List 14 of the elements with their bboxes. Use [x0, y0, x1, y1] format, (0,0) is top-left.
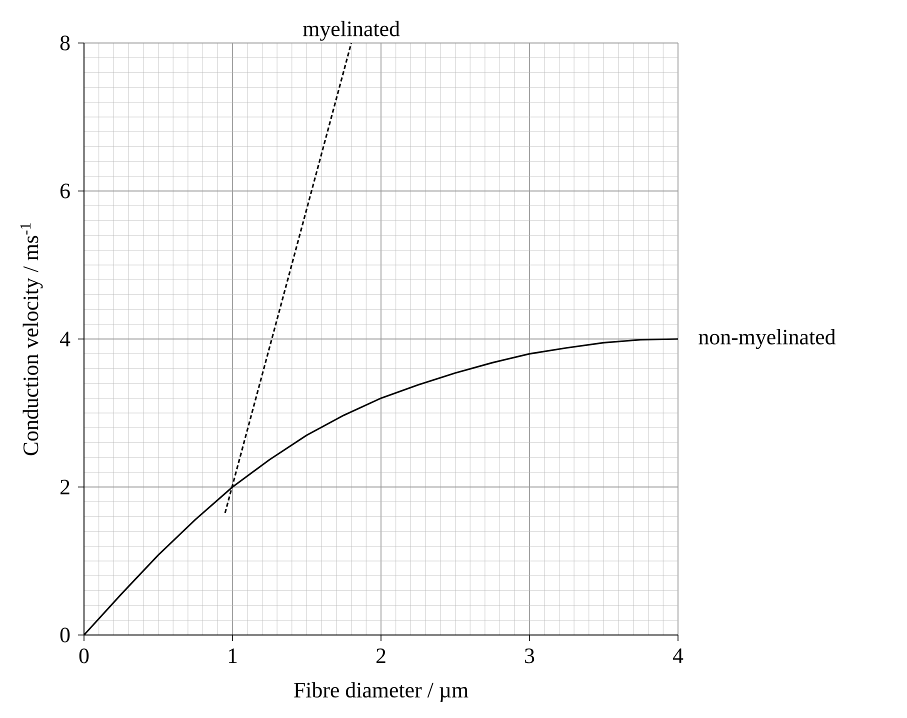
y-axis-title: Conduction velocity / ms$^{-1}$: [20, 223, 43, 456]
y-tick-label: 0: [60, 628, 70, 642]
y-tick-label: 8: [60, 36, 70, 50]
series-label: non-myelinated: [698, 329, 836, 349]
x-tick-label: 3: [525, 648, 534, 664]
x-tick-label: 2: [376, 648, 386, 664]
x-tick-label: 1: [228, 648, 237, 663]
series-label: myelinated: [303, 20, 400, 41]
y-tick-label: 6: [60, 184, 70, 198]
x-tick-label: 0: [79, 648, 89, 664]
y-tick-label: 4: [60, 332, 70, 346]
x-axis-title: Fibre diameter / µm: [294, 682, 468, 702]
x-tick-label: 4: [672, 648, 684, 663]
y-tick-label: 2: [60, 480, 70, 494]
